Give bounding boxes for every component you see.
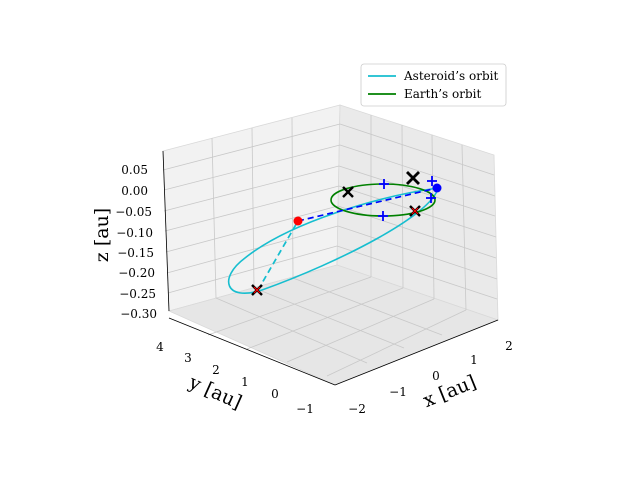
plus-marker xyxy=(427,176,437,186)
z-tick-label: −0.25 xyxy=(119,287,156,301)
red-dot-marker xyxy=(293,216,303,226)
z-tick-label: 0.05 xyxy=(121,163,148,177)
y-tick-label: −1 xyxy=(296,402,314,416)
plus-marker xyxy=(426,193,436,203)
x-tick-label: 1 xyxy=(470,353,478,367)
y-tick-label: 2 xyxy=(212,363,220,377)
y-tick-label: 1 xyxy=(241,375,249,389)
x-marker xyxy=(342,186,354,198)
blue-dot-marker xyxy=(432,183,442,193)
x-tick-label: −2 xyxy=(348,402,366,416)
x-axis-label: x [au] xyxy=(420,371,479,412)
z-tick-label: −0.15 xyxy=(117,246,154,260)
y-tick-label: 4 xyxy=(156,340,164,354)
x-tick-label: 2 xyxy=(505,339,513,353)
legend-box xyxy=(360,63,507,107)
z-axis-label: z [au] xyxy=(91,208,113,262)
z-tick-label: −0.10 xyxy=(116,226,153,240)
grid-lines xyxy=(162,115,498,377)
z-tick-labels: 0.05 0.00 −0.05 −0.10 −0.15 −0.20 −0.25 … xyxy=(115,163,157,321)
x-marker xyxy=(406,171,420,185)
y-tick-label: 3 xyxy=(184,351,192,365)
z-tick-label: −0.30 xyxy=(120,307,157,321)
legend: Asteroid’s orbit Earth’s orbit xyxy=(360,63,507,107)
blue-dashed-link xyxy=(297,187,438,222)
x-marker xyxy=(251,284,263,296)
plus-marker xyxy=(379,179,389,189)
x-tick-label: 0 xyxy=(432,369,440,383)
x-marker xyxy=(409,205,421,217)
z-tick-label: 0.00 xyxy=(121,184,148,198)
y-axis-label: y [au] xyxy=(185,371,245,414)
asteroid-orbit-segment xyxy=(257,220,299,291)
z-tick-label: −0.20 xyxy=(118,266,155,280)
plus-marker xyxy=(378,211,388,221)
legend-label: Earth’s orbit xyxy=(404,87,481,101)
z-axis: 0.05 0.00 −0.05 −0.10 −0.15 −0.20 −0.25 … xyxy=(91,150,170,321)
y-tick-label: 0 xyxy=(271,387,279,401)
markers xyxy=(251,171,442,296)
z-tick-label: −0.05 xyxy=(115,205,152,219)
x-tick-label: −1 xyxy=(389,385,407,399)
legend-label: Asteroid’s orbit xyxy=(403,69,498,83)
